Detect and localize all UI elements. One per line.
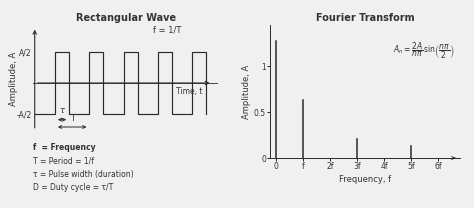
Text: D = Duty cycle = τ/T: D = Duty cycle = τ/T [33, 183, 113, 192]
Text: T: T [70, 114, 75, 123]
Y-axis label: Amplitude, A: Amplitude, A [9, 52, 18, 106]
Text: T = Period = 1/f: T = Period = 1/f [33, 156, 94, 165]
Text: $\tau$: $\tau$ [58, 106, 65, 115]
Title: Rectangular Wave: Rectangular Wave [75, 13, 176, 23]
Text: f = 1/T: f = 1/T [153, 26, 182, 35]
Y-axis label: Amplitude, A: Amplitude, A [242, 64, 251, 119]
Text: Time, t: Time, t [176, 87, 202, 96]
Title: Fourier Transform: Fourier Transform [316, 13, 414, 23]
X-axis label: Frequency, f: Frequency, f [339, 175, 391, 184]
Text: f  = Frequency: f = Frequency [33, 143, 96, 152]
Text: $A_n = \dfrac{2A}{n\pi}\,\sin\!\left(\dfrac{n\pi}{2}\right)$: $A_n = \dfrac{2A}{n\pi}\,\sin\!\left(\df… [392, 41, 454, 61]
Text: τ = Pulse width (duration): τ = Pulse width (duration) [33, 170, 134, 179]
